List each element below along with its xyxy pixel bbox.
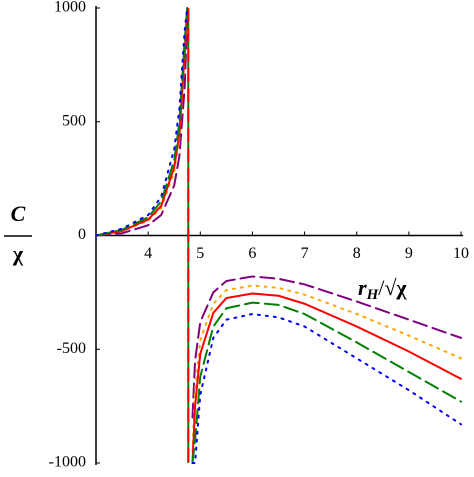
y-tick-label: -500 [57,340,86,357]
x-tick-label: 5 [196,245,204,262]
x-label-base: r [358,275,367,300]
curve [96,18,462,419]
y-tick-label: 500 [62,112,86,129]
x-tick-label: 10 [453,245,469,262]
x-label-radicand: χ [395,275,407,300]
x-tick-label: 7 [301,245,309,262]
x-tick-label: 9 [405,245,413,262]
y-tick-label: -1000 [49,454,86,471]
x-label-subscript: H [366,287,380,303]
y-label-numerator: C [11,201,26,226]
x-tick-label: 4 [144,245,152,262]
y-tick-label: 1000 [54,0,86,16]
x-tick-label: 6 [248,245,256,262]
x-tick-label: 8 [353,245,361,262]
curve [96,7,462,464]
y-label-denominator: χ [12,241,24,266]
x-label-slash: /√ [378,275,397,300]
y-tick-label: 0 [78,226,86,243]
plot-area [96,7,462,464]
curve [96,7,462,464]
x-label: rH/√χ [358,275,407,303]
curve [96,7,462,453]
